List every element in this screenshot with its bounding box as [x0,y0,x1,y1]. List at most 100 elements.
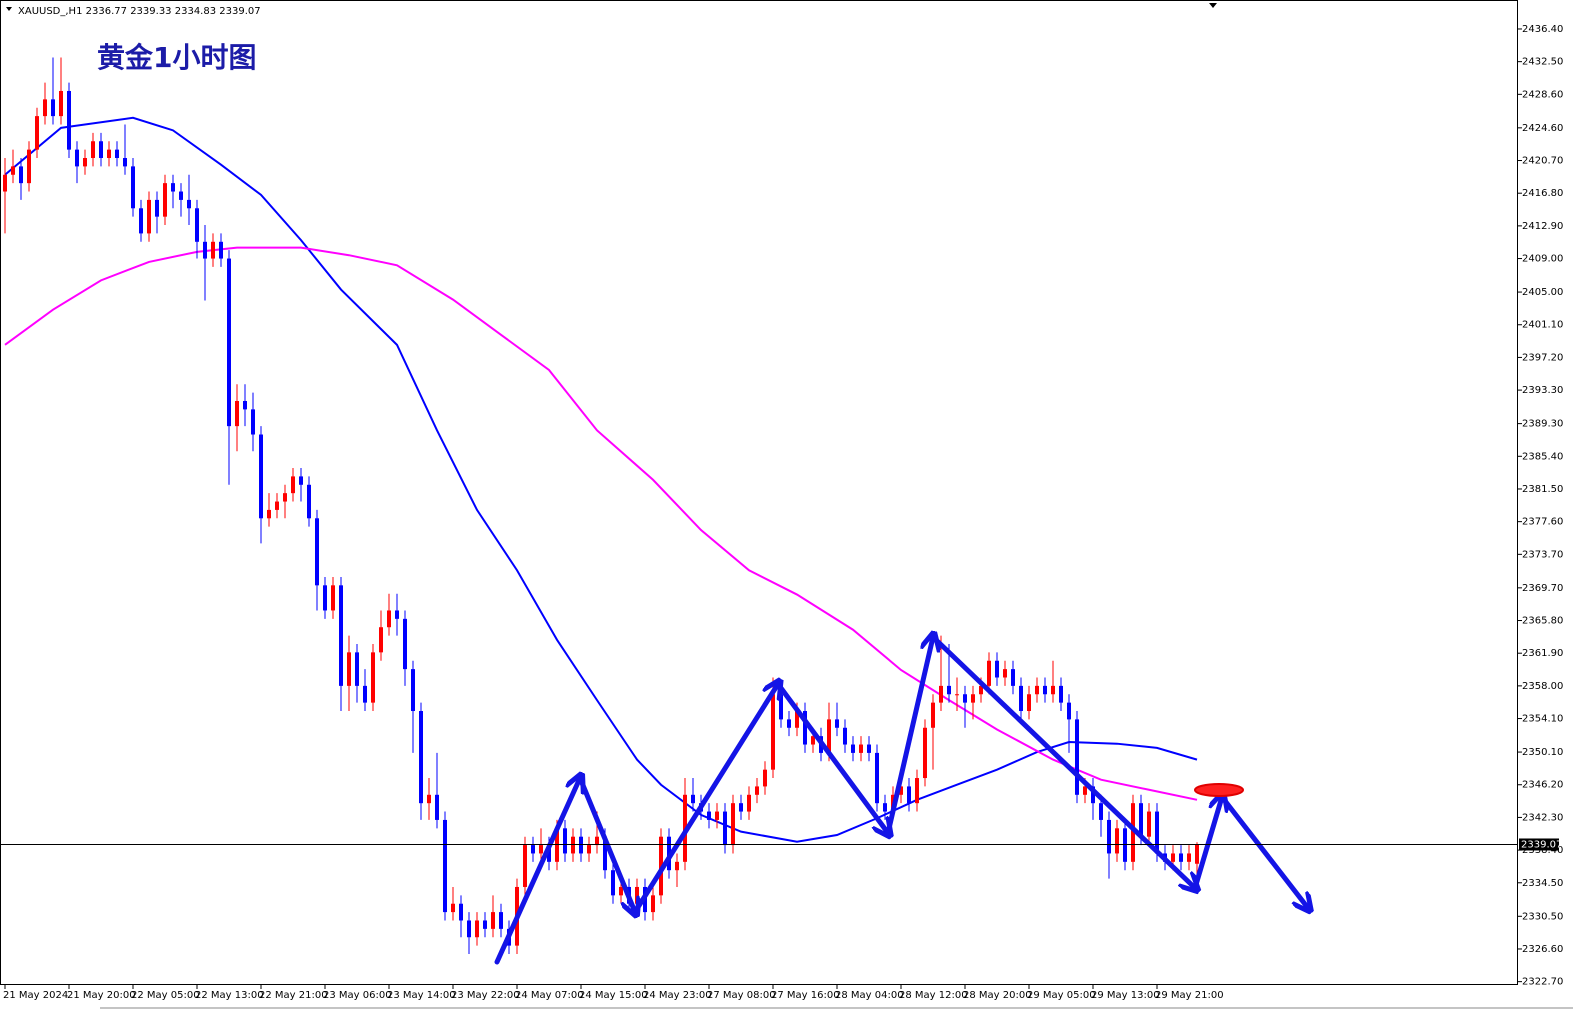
candle-body [347,652,351,686]
candle-body [579,836,583,854]
candle-body [1075,719,1079,795]
candle-body [899,786,903,795]
x-tick-label: 28 May 20:00 [963,990,1032,1001]
candle-body [475,920,479,938]
high: 2339.33 [130,6,171,17]
y-tick-label: 2381.50 [1522,484,1563,495]
candle-body [1195,844,1199,864]
candle-body [1083,786,1087,795]
candle-body [1155,811,1159,854]
candle-body [963,694,967,703]
candle-body [147,199,151,234]
candle-body [523,845,527,887]
y-tick-label: 2397.20 [1522,352,1563,363]
candle-body [731,803,735,846]
x-tick-label: 24 May 23:00 [643,990,712,1001]
candle-body [467,920,471,938]
candle-body [315,518,319,586]
candle-body [987,660,991,686]
candle-body [411,669,415,712]
candle-body [19,166,23,184]
candle-body [763,769,767,787]
candle-body [691,794,695,804]
y-tick-label: 2424.60 [1522,123,1563,134]
x-tick-label: 28 May 04:00 [835,990,904,1001]
candle-body [939,685,943,703]
candle-body [1123,828,1127,862]
open: 2336.77 [86,6,127,17]
candle-body [955,694,959,696]
candle-body [1059,685,1063,703]
candle-body [163,183,167,217]
x-tick-label: 28 May 12:00 [899,990,968,1001]
candle-body [211,241,215,259]
candle-body [739,803,743,812]
menu-arrow [6,7,12,11]
x-tick-label: 22 May 21:00 [259,990,328,1001]
candle-body [1051,685,1055,695]
x-tick-label: 22 May 13:00 [195,990,264,1001]
arrow [885,637,933,836]
candle-body [1115,828,1119,854]
candle-body [1027,694,1031,712]
candle-body [1099,803,1103,820]
candle-body [971,694,975,703]
candle-body [907,786,911,804]
candle-body [123,158,127,167]
x-tick-label: 23 May 22:00 [451,990,520,1001]
x-tick-label: 29 May 21:00 [1155,990,1224,1001]
candle-body [27,149,31,184]
candle-body [1139,803,1143,837]
candle-body [947,685,951,695]
y-tick-label: 2342.30 [1522,812,1563,823]
arrow [1192,797,1222,891]
candle-body [611,870,615,896]
candle-body [811,736,815,745]
symbol-header: XAUUSD_,H1 2336.77 2339.33 2334.83 2339.… [18,6,261,17]
candle-body [323,585,327,611]
candle-body [795,711,799,728]
arrow [577,775,635,912]
candle-body [99,141,103,159]
candle-body [171,183,175,192]
y-tick-label: 2389.30 [1522,419,1563,430]
y-tick-label: 2358.00 [1522,681,1563,692]
y-tick-label: 2401.10 [1522,320,1563,331]
y-tick-label: 2409.00 [1522,254,1563,265]
y-tick-label: 2326.60 [1522,944,1563,955]
candle-body [771,694,775,770]
arrow [494,778,580,965]
y-tick-label: 2330.50 [1522,911,1563,922]
candle-body [83,158,87,167]
candle-body [3,174,7,192]
candle-body [603,836,607,871]
candle-body [267,509,271,519]
y-tick-label: 2346.20 [1522,780,1563,791]
candle-body [387,610,391,628]
candle-body [1043,685,1047,695]
candle-body [707,811,711,820]
candle-body [187,199,191,209]
candle-body [923,727,927,779]
candle-body [531,845,535,854]
y-tick-label: 2412.90 [1522,221,1563,232]
close: 2339.07 [219,6,260,17]
candle-body [539,845,543,854]
candle-body [595,836,599,846]
y-tick-label: 2432.50 [1522,57,1563,68]
candle-body [827,719,831,753]
y-tick-label: 2405.00 [1522,287,1563,298]
candle-body [219,241,223,259]
candle-body [1107,819,1111,854]
candle-body [11,166,15,175]
candle-body [803,711,807,745]
annotations [494,637,1308,965]
y-tick-label: 2420.70 [1522,156,1563,167]
x-tick-label: 24 May 15:00 [579,990,648,1001]
x-tick-label: 24 May 07:00 [515,990,584,1001]
candle-body [403,618,407,670]
candle-body [339,585,343,686]
plot-frame [0,0,1518,985]
y-tick-label: 2338.40 [1522,845,1563,856]
